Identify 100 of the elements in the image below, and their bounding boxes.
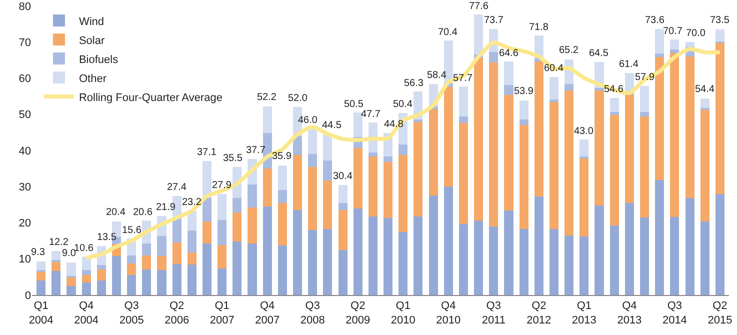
bar — [700, 110, 710, 222]
bar — [580, 158, 589, 236]
bar — [384, 156, 393, 162]
bar — [685, 42, 694, 47]
bar — [36, 272, 46, 281]
bar — [685, 198, 694, 295]
bar — [96, 269, 106, 281]
bar — [670, 216, 680, 295]
x-tick-label: Q4 2007 — [255, 300, 280, 326]
total-label: 54.6 — [604, 84, 624, 95]
bar — [172, 218, 182, 242]
bar — [428, 196, 438, 295]
bar — [580, 140, 589, 157]
x-tick-label: Q1 2010 — [390, 300, 416, 326]
bar — [278, 190, 287, 203]
total-label: 44.5 — [322, 120, 342, 131]
bar — [323, 180, 332, 229]
total-label: 35.9 — [272, 151, 292, 162]
bar — [458, 123, 468, 224]
bar — [52, 250, 61, 260]
bar — [670, 40, 680, 50]
bar — [323, 160, 332, 180]
bar — [519, 119, 528, 125]
total-label: 23.2 — [182, 197, 202, 208]
bar — [202, 221, 212, 244]
bar — [127, 264, 136, 276]
total-label: 27.4 — [167, 182, 187, 193]
bar — [353, 208, 362, 295]
bar — [338, 185, 348, 203]
bar — [670, 52, 680, 217]
bar — [232, 242, 242, 295]
bar — [52, 260, 61, 262]
bar — [142, 243, 152, 256]
bar — [308, 230, 318, 295]
bar — [218, 245, 227, 268]
total-label: 20.4 — [106, 207, 126, 218]
bar — [202, 243, 212, 295]
bar — [715, 29, 724, 42]
x-tick-label: Q2 2015 — [708, 300, 732, 326]
bar — [655, 29, 664, 54]
total-label: 73.7 — [484, 15, 504, 26]
bar — [655, 53, 664, 57]
total-label: 57.9 — [635, 72, 655, 83]
x-tick-label: Q2 2009 — [346, 300, 370, 326]
bar — [384, 162, 393, 218]
bar — [489, 62, 498, 226]
bar — [36, 280, 46, 295]
bar — [157, 256, 166, 270]
bar — [66, 286, 76, 295]
total-label: 47.7 — [361, 109, 381, 120]
bar — [640, 217, 650, 295]
x-tick-label: Q1 2007 — [210, 300, 234, 326]
total-label: 70.4 — [438, 27, 458, 38]
y-tick-label: 80 — [18, 0, 31, 13]
bar — [262, 106, 272, 134]
bar — [218, 268, 227, 295]
bar — [715, 194, 724, 295]
bar — [368, 152, 378, 157]
bar — [458, 116, 468, 124]
x-tick-label: Q3 2005 — [119, 300, 144, 326]
bar — [187, 230, 196, 253]
total-label: 77.6 — [469, 1, 489, 12]
total-label: 13.5 — [97, 232, 117, 243]
total-label: 50.4 — [393, 99, 413, 110]
bar — [444, 86, 453, 187]
bar — [640, 116, 650, 218]
total-label: 35.5 — [223, 153, 243, 164]
bar — [594, 88, 604, 91]
bar — [655, 180, 664, 295]
total-label: 70.0 — [686, 28, 706, 39]
total-label: 9.3 — [31, 247, 46, 258]
y-tick-label: 40 — [18, 145, 31, 158]
bar — [278, 202, 287, 246]
bar — [640, 112, 650, 117]
bar — [489, 226, 498, 295]
total-label: 15.6 — [122, 225, 142, 236]
bar — [157, 236, 166, 256]
bar — [594, 90, 604, 206]
total-label: 12.2 — [49, 237, 69, 248]
bar — [142, 256, 152, 270]
bar — [202, 160, 212, 198]
bar — [338, 210, 348, 250]
bar — [187, 264, 196, 295]
bar — [444, 186, 453, 295]
bar — [96, 280, 106, 295]
y-tick-label: 70 — [18, 36, 31, 49]
bar — [338, 250, 348, 295]
total-label: 52.2 — [257, 92, 277, 103]
bar — [414, 122, 423, 216]
total-label: 60.4 — [544, 63, 564, 74]
bar — [640, 86, 650, 112]
x-tick-label: Q3 2014 — [662, 300, 687, 326]
bar — [323, 134, 332, 161]
bar — [187, 252, 196, 265]
total-label: 56.3 — [404, 78, 424, 89]
bar — [398, 144, 408, 156]
total-label: 37.7 — [246, 145, 266, 156]
bar — [610, 98, 619, 112]
y-tick-label: 60 — [18, 73, 31, 86]
bar — [353, 148, 362, 209]
